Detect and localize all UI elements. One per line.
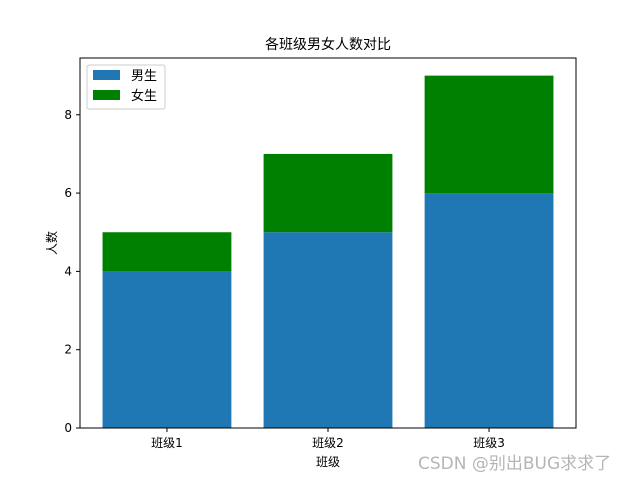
- bar-boys-3: [424, 193, 554, 428]
- legend-swatch-girls: [93, 90, 120, 100]
- legend-label-girls: 女生: [131, 88, 157, 104]
- y-tick-label: 4: [64, 264, 72, 278]
- legend-swatch-boys: [93, 70, 120, 80]
- y-axis: 0 2 4 6 8: [64, 108, 80, 435]
- x-tick-label-1: 班级1: [151, 436, 183, 450]
- bars-group: [102, 75, 554, 428]
- y-axis-label: 人数: [44, 231, 59, 255]
- y-tick-label: 2: [64, 343, 72, 357]
- bar-girls-1: [102, 232, 232, 272]
- chart-title: 各班级男女人数对比: [265, 36, 391, 53]
- x-axis-label: 班级: [316, 455, 340, 469]
- y-tick-label: 6: [64, 186, 72, 200]
- watermark-text: CSDN @别出BUG求求了: [418, 454, 612, 474]
- bar-girls-3: [424, 75, 554, 194]
- legend: 男生 女生: [86, 64, 166, 110]
- y-tick-label: 8: [64, 108, 72, 122]
- bar-boys-1: [102, 271, 232, 428]
- x-axis: 班级1 班级2 班级3: [151, 428, 505, 450]
- x-tick-label-2: 班级2: [312, 436, 344, 450]
- y-tick-label: 0: [64, 421, 72, 435]
- bar-boys-2: [263, 232, 393, 428]
- x-tick-label-3: 班级3: [473, 436, 505, 450]
- legend-label-boys: 男生: [131, 69, 157, 84]
- bar-girls-2: [263, 153, 393, 233]
